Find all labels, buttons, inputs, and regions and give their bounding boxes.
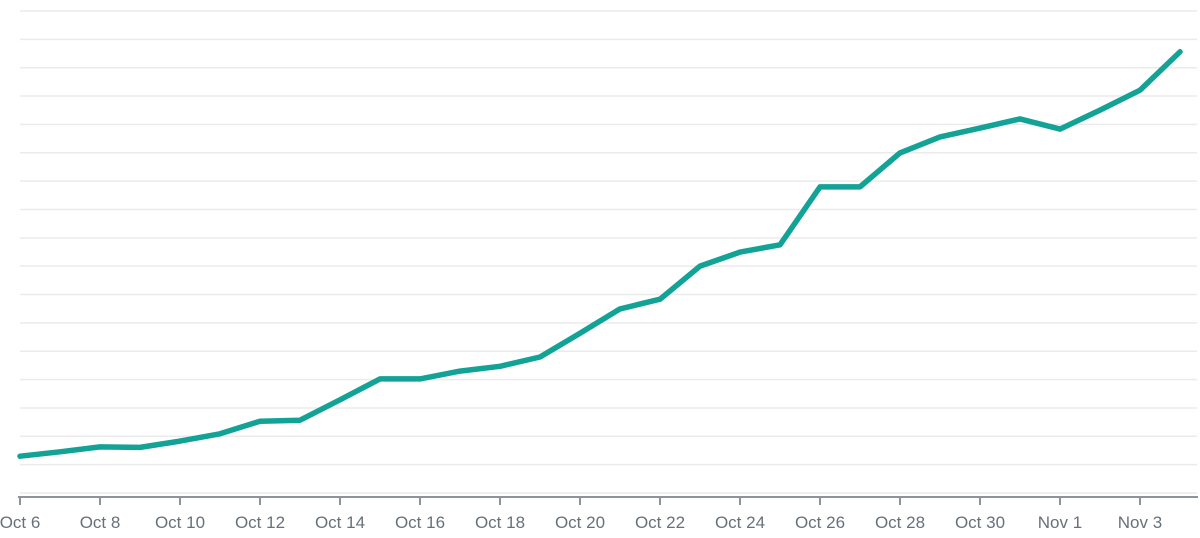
trend-line [17, 49, 1183, 459]
x-axis-label: Oct 24 [715, 513, 765, 532]
x-axis-label: Oct 10 [155, 513, 205, 532]
x-axis-ticks [19, 498, 1141, 505]
x-axis-label: Oct 20 [555, 513, 605, 532]
x-axis-label: Oct 28 [875, 513, 925, 532]
x-axis-labels: Oct 6 Oct 8 Oct 10 Oct 12 Oct 14 Oct 16 Oct 18… [0, 513, 1162, 532]
x-axis-label: Oct 8 [80, 513, 121, 532]
x-axis-label: Oct 6 [0, 513, 40, 532]
x-axis-label: Nov 3 [1118, 513, 1162, 532]
x-axis-label: Oct 26 [795, 513, 845, 532]
x-axis-label: Oct 30 [955, 513, 1005, 532]
x-axis-label: Oct 16 [395, 513, 445, 532]
x-axis-label: Oct 12 [235, 513, 285, 532]
trend-line-series [17, 49, 1183, 459]
x-axis-label: Oct 18 [475, 513, 525, 532]
x-axis-label: Nov 1 [1038, 513, 1082, 532]
x-axis-label: Oct 22 [635, 513, 685, 532]
x-axis-label: Oct 14 [315, 513, 365, 532]
horizontal-gridlines [20, 10, 1197, 494]
